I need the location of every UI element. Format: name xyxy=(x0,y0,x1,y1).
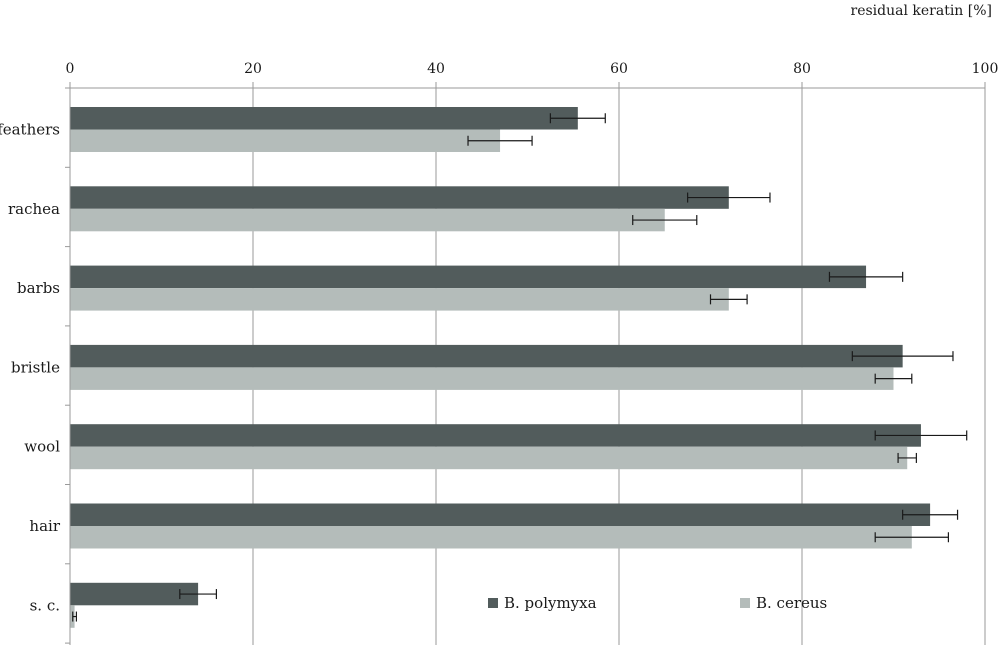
error-bar xyxy=(687,192,771,203)
legend-swatch xyxy=(740,598,750,608)
x-tick-label: 60 xyxy=(610,61,628,77)
x-tick-label: 80 xyxy=(793,61,811,77)
error-bar xyxy=(72,611,78,622)
error-bar xyxy=(874,430,968,441)
category-label: hair xyxy=(29,517,60,535)
bar-polymyxa xyxy=(70,582,199,606)
error-bar xyxy=(874,373,913,384)
legend-item: B. polymyxa xyxy=(488,594,597,612)
category-label: s. c. xyxy=(30,596,60,614)
axes: 0 20 40 60 80 100 feathers rachea barbs bristle wo… xyxy=(0,61,998,645)
legend-swatch xyxy=(488,598,498,608)
category-label: barbs xyxy=(17,279,60,297)
category-label: bristle xyxy=(11,358,60,376)
category-label: wool xyxy=(24,438,60,456)
error-bar xyxy=(179,589,217,600)
bar-cereus xyxy=(70,367,894,390)
error-bar xyxy=(851,351,954,362)
x-tick-label: 20 xyxy=(244,61,262,77)
bar-polymyxa xyxy=(70,424,921,447)
error-bar xyxy=(467,135,533,146)
legend-label: B. cereus xyxy=(756,594,827,612)
legend-item: B. cereus xyxy=(740,594,827,612)
category-label: feathers xyxy=(0,121,60,139)
bars xyxy=(70,107,968,628)
bar-polymyxa xyxy=(70,107,578,130)
error-bar xyxy=(874,532,950,543)
bar-polymyxa xyxy=(70,344,903,368)
error-bar xyxy=(828,271,904,282)
legend-label: B. polymyxa xyxy=(504,594,597,612)
error-bar xyxy=(549,113,606,124)
error-bar xyxy=(709,294,748,305)
x-axis-title: residual keratin [%] xyxy=(851,3,993,19)
bar-cereus xyxy=(70,446,908,470)
bar-polymyxa xyxy=(70,265,867,289)
bar-cereus xyxy=(70,129,501,152)
error-bar xyxy=(632,215,698,226)
x-tick-label: 40 xyxy=(427,61,445,77)
bar-polymyxa xyxy=(70,503,931,526)
legend: B. polymyxa B. cereus xyxy=(488,594,827,612)
x-tick-label: 0 xyxy=(66,61,75,77)
bar-cereus xyxy=(70,526,912,549)
error-bar xyxy=(902,509,959,520)
bar-cereus xyxy=(70,288,729,311)
error-bar xyxy=(897,452,917,463)
bar-polymyxa xyxy=(70,186,729,209)
category-label: rachea xyxy=(8,200,60,218)
x-tick-label: 100 xyxy=(972,61,999,77)
bar-cereus xyxy=(70,208,665,232)
